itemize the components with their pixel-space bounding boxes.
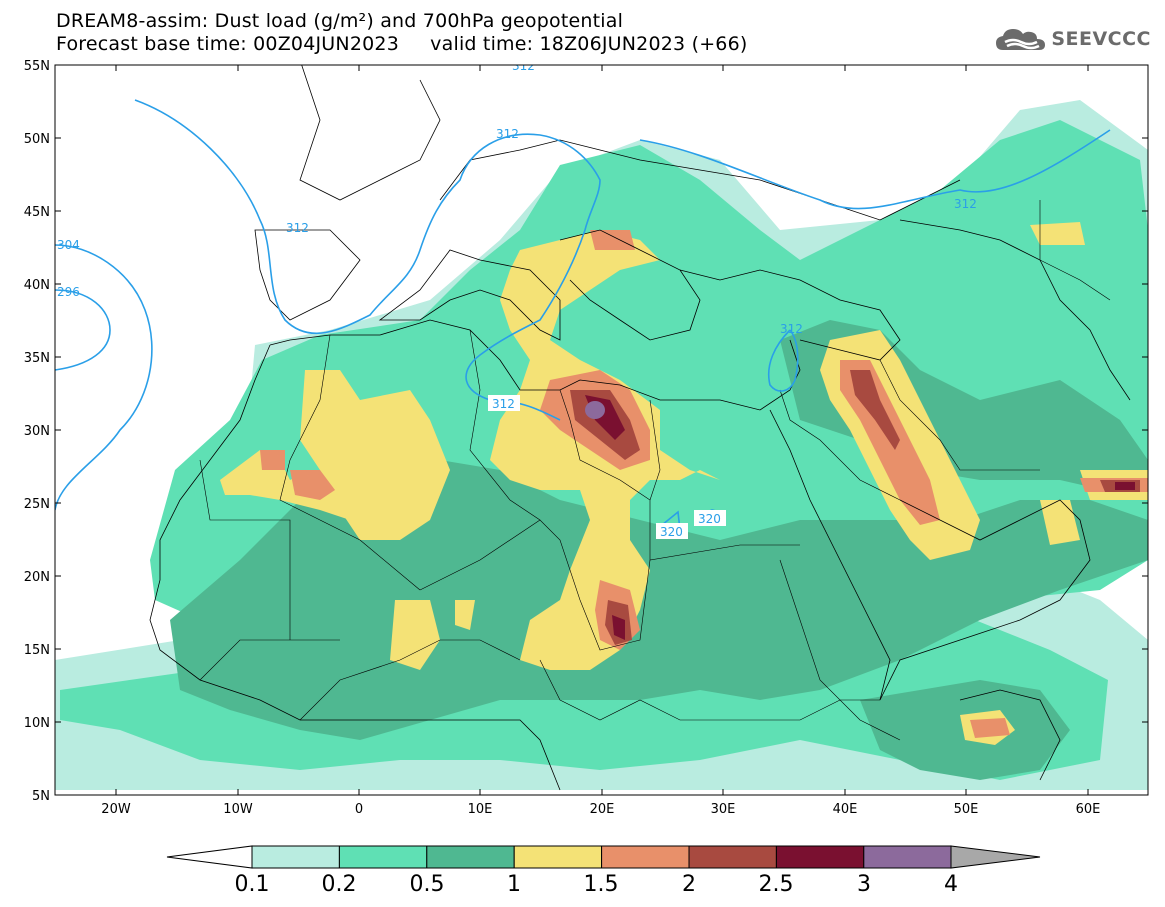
colorbar-label: 2 [682,872,696,897]
colorbar-high-arrow [950,845,1041,869]
contour-label: 304 [57,238,80,252]
contour-labels: 312 312 312 312 312 312 304 296 320 320 [57,59,977,539]
lon-label: 20E [590,802,615,817]
colorbar-label: 4 [944,872,958,897]
coastlines [149,65,1131,791]
colorbar-boxes [251,845,952,869]
colorbar-box [338,845,428,869]
colorbar-label: 0.1 [235,872,270,897]
lat-label: 5N [32,789,50,804]
longitude-labels: 20W 10W 0 10E 20E 30E 40E 50E 60E [101,802,1100,817]
map-area: 312 312 312 312 312 312 304 296 320 320 [55,59,1148,795]
lat-label: 40N [24,278,50,293]
lon-label: 10W [223,802,253,817]
colorbar-box [601,845,690,869]
lon-label: 40E [833,802,858,817]
lat-label: 10N [24,716,50,731]
colorbar-box [863,845,952,869]
colorbar-label: 0.2 [322,872,357,897]
lat-label: 35N [24,351,50,366]
lat-label: 55N [24,59,50,74]
colorbar-label: 3 [857,872,871,897]
contour-label: 296 [57,285,80,299]
colorbar-labels: 0.1 0.2 0.5 1 1.5 2 2.5 3 4 [235,872,959,897]
colorbar-label: 2.5 [759,872,794,897]
colorbar: 0.1 0.2 0.5 1 1.5 2 2.5 3 4 [166,845,1041,897]
contour-label: 312 [496,127,519,141]
map-title-line1: DREAM8-assim: Dust load (g/m²) and 700hP… [56,10,624,32]
lon-label: 30E [711,802,736,817]
colorbar-label: 1 [507,872,521,897]
latitude-axis [55,64,1148,723]
lon-label: 60E [1076,802,1101,817]
colorbar-box [513,845,603,869]
colorbar-box [775,845,865,869]
lat-label: 50N [24,132,50,147]
contour-label: 312 [492,397,515,411]
lon-label: 10E [468,802,493,817]
map-title-line2: Forecast base time: 00Z04JUN2023 valid t… [56,33,748,55]
lat-label: 25N [24,497,50,512]
contour-label: 320 [698,512,721,526]
contour-label: 312 [512,59,535,73]
lon-label: 50E [954,802,979,817]
geopotential-contours [55,99,1111,531]
seevccc-logo: SEEVCCC [995,26,1151,52]
colorbar-box [426,845,515,869]
lat-label: 45N [24,205,50,220]
lon-label: 20W [101,802,131,817]
country-borders [199,200,1111,741]
latitude-labels: 55N 50N 45N 40N 35N 30N 25N 20N 15N 10N … [24,59,50,804]
colorbar-label: 1.5 [584,872,619,897]
logo-text: SEEVCCC [1051,28,1151,50]
contour-label: 312 [780,322,803,336]
cloud-icon [996,29,1046,50]
colorbar-low-arrow [166,845,253,869]
colorbar-box [251,845,340,869]
lat-label: 20N [24,570,50,585]
colorbar-label: 0.5 [410,872,445,897]
lat-label: 30N [24,424,50,439]
longitude-axis [115,65,1089,795]
lat-label: 15N [24,643,50,658]
dust-level-3 [585,401,605,419]
contour-label: 312 [954,197,977,211]
contour-label: 320 [660,525,683,539]
lon-label: 0 [355,802,363,817]
colorbar-box [688,845,777,869]
contour-label: 312 [286,221,309,235]
